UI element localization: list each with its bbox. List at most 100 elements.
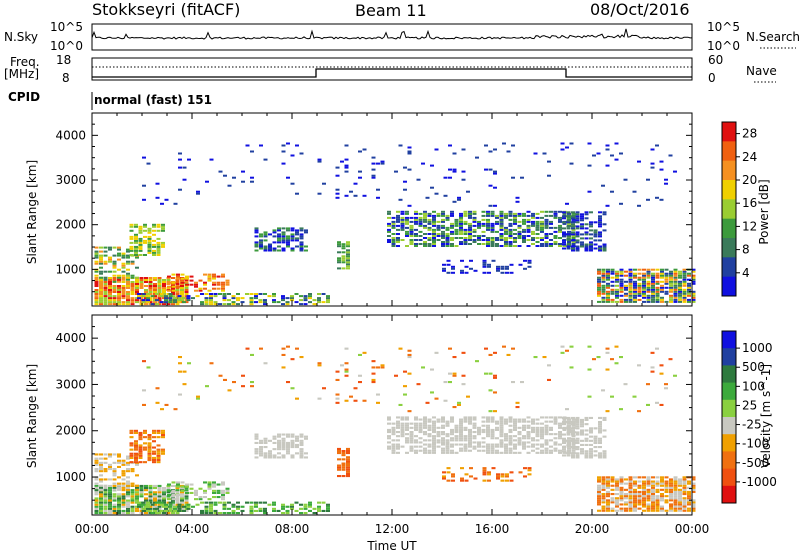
power-cell [584,237,589,240]
velocity-cell [394,374,398,377]
power-cell [99,295,103,298]
velocity-cell [505,475,509,478]
velocity-cell [589,450,593,453]
power-cell [254,231,259,234]
power-cell [472,224,477,227]
velocity-cell [687,503,691,506]
power-cell [99,246,103,249]
velocity-cell [601,476,606,479]
velocity-cell [664,490,669,493]
velocity-cell [186,507,191,510]
velocity-cell [605,368,610,371]
power-cell [482,263,487,266]
velocity-cell [144,493,148,496]
power-cell [117,276,121,279]
velocity-cell [139,505,144,508]
power-cell [108,246,112,249]
velocity-cell [157,505,162,508]
velocity-cell [486,435,490,438]
power-cell [598,211,602,214]
power-cell [637,286,642,289]
power-cell [619,294,624,297]
velocity-cell [517,437,522,440]
power-cell [164,301,168,304]
power-cell [299,237,304,240]
power-cell [405,230,409,233]
power-cell [254,245,259,248]
velocity-cell [268,456,272,459]
velocity-cell [691,509,696,512]
velocity-cell [396,443,400,446]
power-cell [596,152,601,155]
colorbar-block [722,160,736,181]
velocity-cell [126,491,130,494]
velocity-cell [457,401,461,404]
velocity-cell [99,512,103,515]
power-cell [531,237,535,239]
velocity-cell [655,503,660,506]
power-cell [303,299,308,302]
power-cell [346,245,350,248]
power-cell [628,298,633,301]
velocity-cell [642,490,646,493]
velocity-cell [448,372,452,375]
power-cell [268,247,272,250]
velocity-cell [459,428,463,431]
velocity-cell [571,416,575,419]
velocity-cell [673,507,678,510]
velocity-cell [522,424,526,427]
power-cell [281,241,286,244]
power-cell [387,230,391,233]
power-cell [513,216,517,219]
power-cell [147,239,152,242]
velocity-cell [121,493,126,496]
velocity-cell [615,478,619,481]
velocity-cell [225,487,230,490]
power-cell [308,301,312,304]
power-cell [443,194,448,197]
velocity-cell [493,376,497,379]
velocity-cell [655,497,660,500]
power-cell [103,289,108,291]
power-cell [493,172,497,175]
power-cell [463,210,468,213]
velocity-cell [112,495,117,498]
power-cell [580,215,584,218]
velocity-cell [633,476,637,479]
power-cell [99,256,103,259]
power-cell [103,303,108,306]
velocity-cell [452,356,457,359]
velocity-cell [488,353,493,356]
velocity-cell [432,441,436,444]
power-cell [281,299,285,302]
velocity-cell [180,489,185,492]
velocity-cell [499,451,504,454]
power-cell [159,293,164,295]
velocity-cell [637,501,642,504]
power-cell [584,211,589,214]
power-cell [263,158,268,161]
power-cell [153,287,157,289]
velocity-cell [267,503,272,506]
velocity-cell [669,484,673,487]
power-cell [553,235,558,237]
power-cell [486,210,490,213]
velocity-cell [117,499,121,502]
velocity-cell [678,484,682,487]
velocity-cell [173,509,177,512]
velocity-cell [482,473,487,476]
power-cell [655,268,660,271]
power-cell [130,291,135,293]
velocity-cell [423,433,427,436]
velocity-cell [227,507,231,510]
velocity-cell [94,468,99,471]
velocity-cell [642,503,646,506]
velocity-cell [646,499,651,502]
velocity-cell [655,505,660,508]
power-cell [405,226,409,229]
velocity-cell [484,372,488,375]
power-cell [513,220,517,223]
power-cell [409,216,414,219]
velocity-cell [463,416,468,419]
velocity-cell [504,422,508,425]
